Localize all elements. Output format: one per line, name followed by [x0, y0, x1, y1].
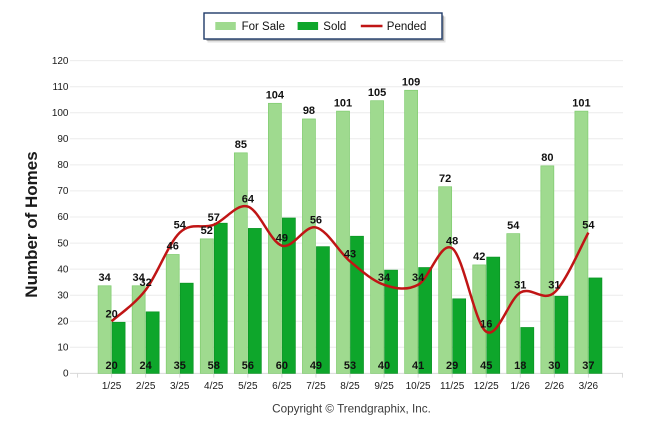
svg-text:1/25: 1/25 — [102, 381, 122, 392]
svg-text:46: 46 — [167, 241, 179, 253]
svg-text:110: 110 — [53, 82, 69, 93]
svg-text:30: 30 — [57, 290, 69, 301]
svg-text:80: 80 — [57, 160, 69, 171]
svg-text:56: 56 — [242, 360, 254, 372]
svg-text:90: 90 — [57, 134, 69, 145]
svg-text:18: 18 — [514, 360, 526, 372]
svg-text:100: 100 — [52, 108, 69, 119]
svg-text:For Sale: For Sale — [242, 21, 285, 33]
svg-text:120: 120 — [52, 56, 69, 67]
svg-text:Number of Homes: Number of Homes — [22, 151, 41, 297]
svg-text:2/26: 2/26 — [545, 381, 565, 392]
svg-text:5/25: 5/25 — [238, 381, 258, 392]
svg-text:31: 31 — [548, 280, 560, 292]
svg-text:35: 35 — [174, 360, 186, 372]
svg-text:37: 37 — [582, 360, 594, 372]
svg-text:64: 64 — [242, 194, 255, 206]
svg-text:54: 54 — [174, 220, 187, 232]
svg-text:34: 34 — [412, 272, 425, 284]
svg-text:24: 24 — [140, 360, 153, 372]
svg-text:Pended: Pended — [387, 21, 427, 33]
svg-text:41: 41 — [412, 360, 424, 372]
svg-text:9/25: 9/25 — [374, 381, 394, 392]
svg-text:43: 43 — [344, 248, 356, 260]
svg-text:57: 57 — [208, 212, 220, 224]
svg-text:56: 56 — [310, 214, 322, 226]
svg-text:10: 10 — [57, 343, 69, 354]
svg-text:48: 48 — [446, 235, 458, 247]
svg-text:20: 20 — [105, 360, 117, 372]
svg-text:4/25: 4/25 — [204, 381, 224, 392]
svg-text:34: 34 — [98, 272, 111, 284]
svg-text:50: 50 — [57, 238, 69, 249]
svg-text:98: 98 — [303, 105, 315, 117]
svg-text:45: 45 — [480, 360, 492, 372]
svg-text:40: 40 — [378, 360, 390, 372]
svg-text:20: 20 — [105, 308, 117, 320]
svg-text:3/26: 3/26 — [579, 381, 599, 392]
svg-text:85: 85 — [235, 139, 247, 151]
svg-text:32: 32 — [140, 277, 152, 289]
svg-text:60: 60 — [276, 360, 288, 372]
svg-text:16: 16 — [480, 319, 492, 331]
svg-text:54: 54 — [582, 220, 595, 232]
svg-text:105: 105 — [368, 87, 386, 99]
svg-text:29: 29 — [446, 360, 458, 372]
svg-text:58: 58 — [208, 360, 220, 372]
svg-text:7/25: 7/25 — [306, 381, 326, 392]
svg-text:3/25: 3/25 — [170, 381, 190, 392]
svg-text:101: 101 — [572, 97, 590, 109]
svg-text:53: 53 — [344, 360, 356, 372]
svg-text:31: 31 — [514, 280, 526, 292]
svg-text:80: 80 — [541, 152, 553, 164]
svg-text:49: 49 — [276, 233, 288, 245]
svg-text:42: 42 — [473, 251, 485, 263]
svg-text:12/25: 12/25 — [474, 381, 499, 392]
svg-text:2/25: 2/25 — [136, 381, 156, 392]
svg-text:34: 34 — [378, 272, 391, 284]
svg-text:30: 30 — [548, 360, 560, 372]
svg-text:72: 72 — [439, 173, 451, 185]
svg-text:104: 104 — [266, 90, 285, 102]
svg-text:11/25: 11/25 — [440, 381, 465, 392]
svg-text:1/26: 1/26 — [511, 381, 531, 392]
svg-text:Sold: Sold — [323, 21, 346, 33]
svg-text:49: 49 — [310, 360, 322, 372]
svg-text:6/25: 6/25 — [272, 381, 292, 392]
svg-text:109: 109 — [402, 76, 420, 88]
svg-text:70: 70 — [57, 186, 69, 197]
svg-text:40: 40 — [57, 264, 69, 275]
svg-text:54: 54 — [507, 220, 520, 232]
svg-text:Copyright © Trendgraphix, Inc.: Copyright © Trendgraphix, Inc. — [272, 403, 431, 416]
svg-text:60: 60 — [57, 212, 69, 223]
svg-text:34: 34 — [133, 272, 146, 284]
svg-text:0: 0 — [63, 369, 69, 380]
svg-text:10/25: 10/25 — [406, 381, 431, 392]
svg-text:101: 101 — [334, 97, 352, 109]
svg-text:8/25: 8/25 — [340, 381, 360, 392]
svg-text:20: 20 — [57, 316, 69, 327]
svg-text:52: 52 — [201, 225, 213, 237]
